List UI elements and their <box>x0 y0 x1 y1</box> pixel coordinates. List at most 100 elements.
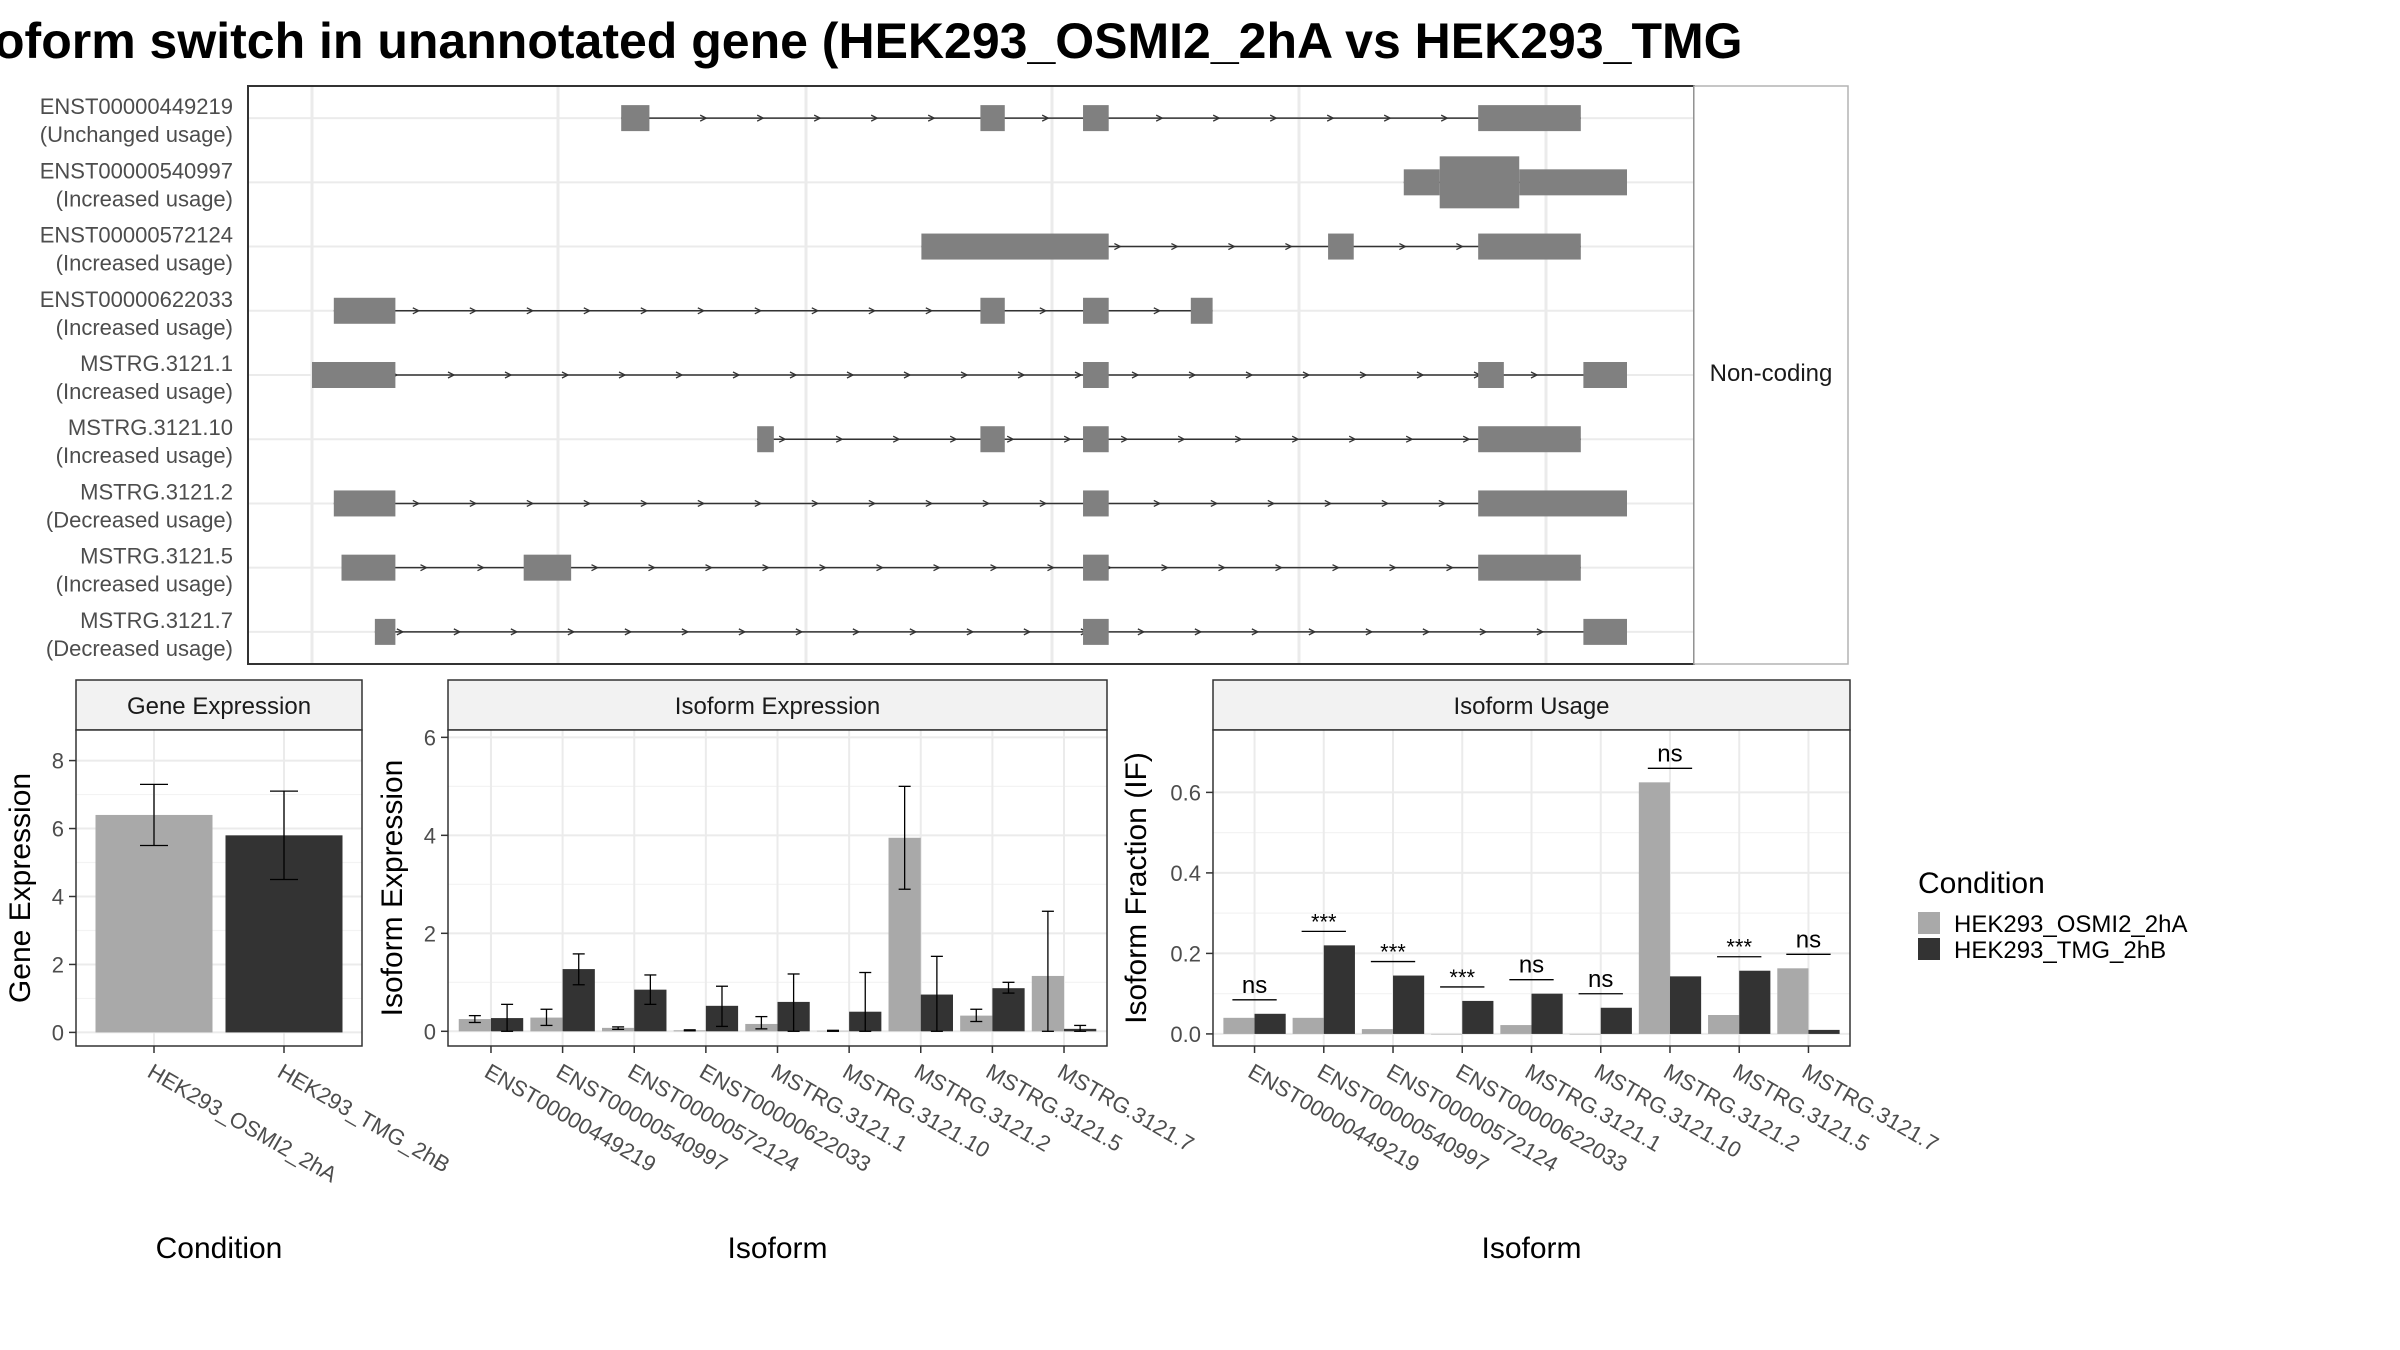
isoform-usage-label: (Increased usage) <box>56 186 233 211</box>
direction-arrow <box>1131 371 1140 379</box>
legend-swatch <box>1918 912 1940 934</box>
exon-MSTRG.3121.10 <box>757 426 774 453</box>
direction-arrow <box>1438 499 1447 508</box>
direction-arrow <box>1047 564 1055 572</box>
y-axis-title: Isoform Fraction (IF) <box>1120 752 1153 1024</box>
direction-arrow <box>1405 435 1414 443</box>
direction-arrow <box>982 499 991 508</box>
y-axis-title: Isoform Expression <box>376 760 409 1017</box>
legend-title: Condition <box>1918 867 2045 900</box>
direction-arrow <box>1245 371 1254 379</box>
bar-MSTRG.3121.2 <box>1638 782 1670 1034</box>
y-tick-label: 8 <box>52 749 64 774</box>
bar-ENST00000572124 <box>1361 1029 1394 1034</box>
direction-arrow <box>762 564 770 572</box>
bar-ENST00000622033 <box>1462 1000 1494 1034</box>
isoform-usage-label: (Unchanged usage) <box>40 122 233 147</box>
exon-ENST00000622033 <box>980 297 1005 324</box>
direction-arrow <box>624 628 633 636</box>
significance-label: ns <box>1588 966 1613 993</box>
bar-HEK293_OSMI2_2hA <box>95 814 213 1033</box>
exon-MSTRG.3121.5 <box>1083 554 1109 581</box>
y-tick-label: 6 <box>52 817 64 842</box>
direction-arrow <box>925 499 934 508</box>
bar-MSTRG.3121.10 <box>1600 1007 1632 1034</box>
direction-arrow <box>640 307 649 315</box>
direction-arrow <box>1218 564 1226 572</box>
exon-MSTRG.3121.5 <box>1478 554 1581 581</box>
isoform-usage-label: (Decreased usage) <box>46 507 233 532</box>
direction-arrow <box>1446 564 1454 572</box>
direction-arrow <box>412 307 421 315</box>
bar-MSTRG.3121.1 <box>1500 1025 1532 1034</box>
direction-arrow <box>909 628 918 636</box>
direction-arrow <box>447 371 456 379</box>
bar-ENST00000540997 <box>1292 1017 1324 1034</box>
isoform-usage-label: (Increased usage) <box>56 572 233 597</box>
significance-label: *** <box>1726 935 1752 960</box>
legend-swatch <box>1918 938 1940 960</box>
direction-arrow <box>526 499 535 508</box>
exon-ENST00000572124 <box>1478 233 1581 260</box>
exon-ENST00000540997 <box>1403 169 1440 196</box>
direction-arrow <box>1234 435 1243 443</box>
legend-label: HEK293_OSMI2_2hA <box>1954 911 2187 938</box>
direction-arrow <box>819 564 827 572</box>
legend-label: HEK293_TMG_2hB <box>1954 937 2166 964</box>
isoform-usage-label: (Increased usage) <box>56 251 233 276</box>
direction-arrow <box>876 564 884 572</box>
direction-arrow <box>966 628 975 636</box>
direction-arrow <box>1536 628 1545 636</box>
direction-arrow <box>1017 371 1026 379</box>
significance-label: *** <box>1449 965 1475 990</box>
direction-arrow <box>1153 499 1162 508</box>
direction-arrow <box>852 628 861 636</box>
direction-arrow <box>1269 114 1278 122</box>
isoform-id-label: ENST00000572124 <box>40 223 233 248</box>
direction-arrow <box>1210 499 1219 508</box>
direction-arrow <box>591 564 599 572</box>
panel-border <box>447 729 1108 1047</box>
bar-MSTRG.3121.5 <box>1708 1015 1740 1034</box>
exon-MSTRG.3121.1 <box>1478 362 1504 388</box>
direction-arrow <box>811 307 820 315</box>
direction-arrow <box>789 371 798 379</box>
direction-arrow <box>1440 114 1449 122</box>
direction-arrow <box>1383 114 1392 122</box>
isoform-expression-panel: Isoform Expression0246ENST00000449219ENS… <box>376 679 1198 1265</box>
isoform-structure-panel: ENST00000449219 (Unchanged usage) ENST0000… <box>40 85 1849 665</box>
y-tick-label: 0 <box>52 1020 64 1045</box>
exon-ENST00000572124 <box>1328 233 1354 260</box>
direction-arrow <box>1161 564 1169 572</box>
direction-arrow <box>510 628 519 636</box>
direction-arrow <box>990 564 998 572</box>
y-tick-label: 0.4 <box>1170 861 1201 886</box>
direction-arrow <box>1324 499 1333 508</box>
isoform-usage-label: (Increased usage) <box>56 443 233 468</box>
x-axis-title: Condition <box>156 1232 283 1265</box>
panel-border <box>1212 729 1851 1047</box>
exon-ENST00000449219 <box>980 105 1005 132</box>
direction-arrow <box>648 564 656 572</box>
direction-arrow <box>1074 371 1083 379</box>
direction-arrow <box>1188 371 1197 379</box>
isoform-id-label: MSTRG.3121.7 <box>80 608 233 633</box>
panel-title: Gene Expression <box>127 693 311 720</box>
direction-arrow <box>1359 371 1368 379</box>
exon-MSTRG.3121.1 <box>1583 362 1627 388</box>
direction-arrow <box>618 371 627 379</box>
direction-arrow <box>675 371 684 379</box>
direction-arrow <box>1285 242 1293 251</box>
isoform-id-label: ENST00000449219 <box>40 94 233 119</box>
exon-MSTRG.3121.10 <box>980 426 1005 453</box>
significance-label: ns <box>1796 926 1821 953</box>
bar-MSTRG.3121.5 <box>1739 970 1771 1034</box>
direction-arrow <box>453 628 462 636</box>
direction-arrow <box>1389 564 1397 572</box>
exon-MSTRG.3121.10 <box>1083 426 1109 453</box>
direction-arrow <box>868 307 877 315</box>
direction-arrow <box>1462 435 1471 443</box>
direction-arrow <box>1039 499 1048 508</box>
